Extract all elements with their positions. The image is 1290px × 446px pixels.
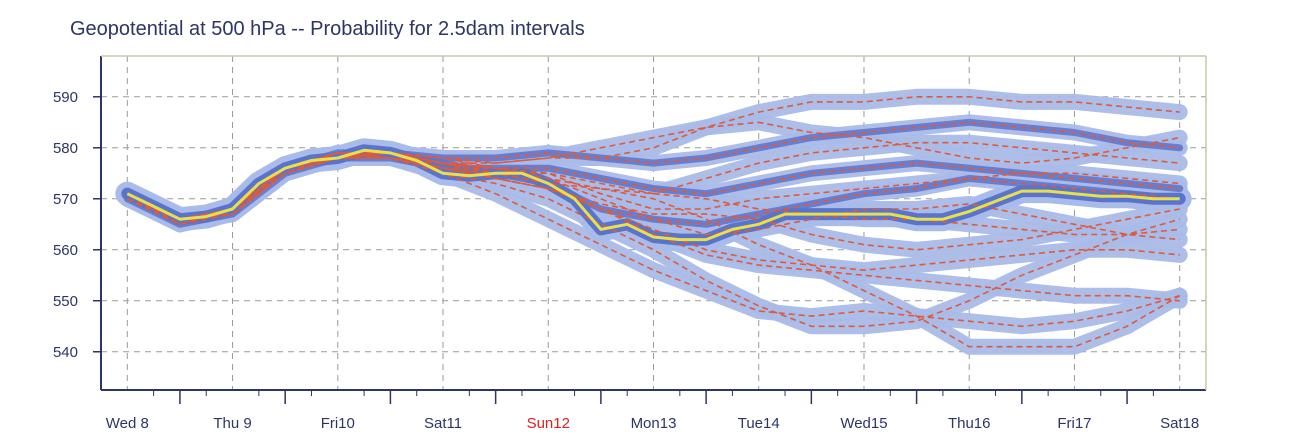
ensemble-member-line bbox=[126, 152, 1180, 302]
ensemble-member-line bbox=[126, 152, 1181, 348]
deterministic-line bbox=[126, 148, 1180, 242]
y-tick-label: 570 bbox=[53, 191, 78, 208]
x-tick-label: Thu 9 bbox=[213, 415, 251, 432]
x-axis-ticks: Wed 8 Thu 9 Fri10 Sat11 Sun12 Mon13 Tue14 Wed15… bbox=[106, 390, 1199, 432]
x-tick-label: Wed 8 bbox=[106, 415, 149, 432]
x-tick-label: Mon13 bbox=[631, 415, 677, 432]
ensemble-member-line bbox=[126, 157, 1180, 251]
y-axis-ticks: 540 550 560 570 580 590 bbox=[53, 89, 101, 361]
deterministic-forecast bbox=[126, 148, 1180, 242]
ensemble-member-line bbox=[127, 152, 1180, 328]
y-tick-label: 590 bbox=[53, 89, 78, 106]
ensemble-member-line bbox=[126, 157, 1180, 226]
x-tick-label: Thu16 bbox=[948, 415, 991, 432]
x-tick-label: Fri10 bbox=[321, 415, 355, 432]
y-tick-label: 550 bbox=[53, 293, 78, 310]
x-tick-label: Sat18 bbox=[1160, 415, 1199, 432]
x-tick-label: Fri17 bbox=[1057, 415, 1091, 432]
ensemble-member-line bbox=[126, 121, 1180, 221]
x-tick-label: Wed15 bbox=[840, 415, 887, 432]
ensemble-members bbox=[126, 96, 1181, 348]
x-tick-label: Tue14 bbox=[738, 415, 780, 432]
ensemble-member-line bbox=[127, 96, 1180, 221]
chart-title: Geopotential at 500 hPa -- Probability f… bbox=[70, 18, 585, 40]
x-tick-label: Sun12 bbox=[527, 415, 570, 432]
ensemble-member-line bbox=[126, 141, 1180, 226]
y-tick-label: 560 bbox=[53, 242, 78, 259]
y-tick-label: 540 bbox=[53, 344, 78, 361]
ensemble-member-line bbox=[126, 121, 1180, 221]
y-tick-label: 580 bbox=[53, 140, 78, 157]
x-tick-label: Sat11 bbox=[424, 415, 462, 432]
ensemble-member-line bbox=[126, 152, 1180, 226]
